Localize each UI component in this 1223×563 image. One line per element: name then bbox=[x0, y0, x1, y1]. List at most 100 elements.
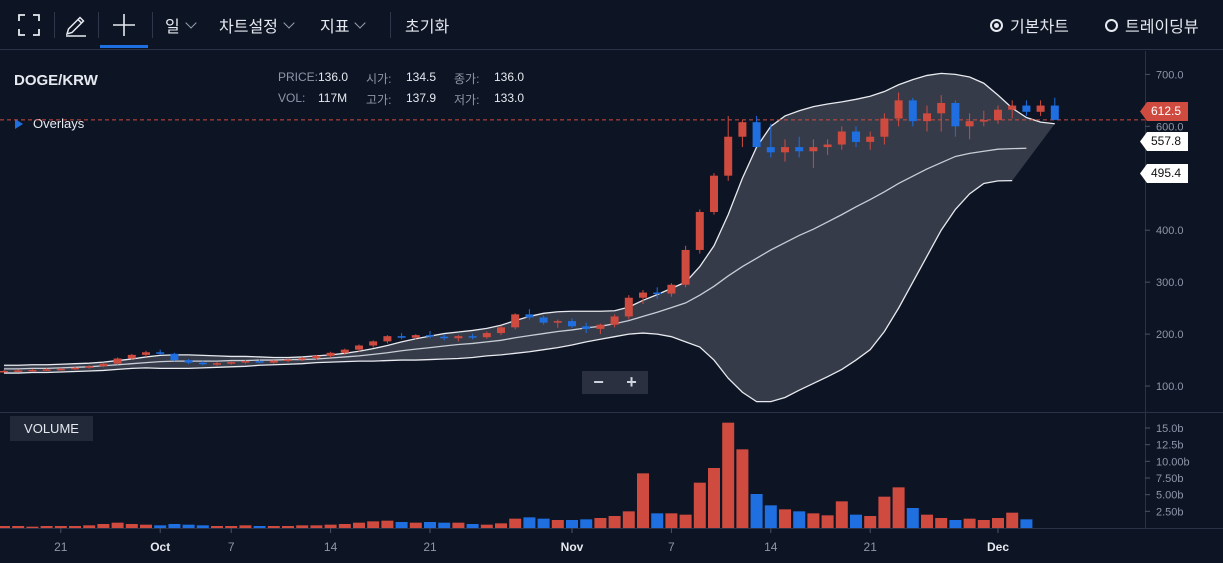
candle-body bbox=[695, 212, 704, 250]
zoom-in-button[interactable]: + bbox=[626, 372, 637, 392]
period-label: 일 bbox=[165, 19, 180, 36]
chart-settings-dropdown[interactable]: 차트설정 bbox=[219, 0, 295, 50]
volume-bar bbox=[1006, 512, 1019, 528]
triangle-right-icon bbox=[15, 118, 23, 129]
volume-bar bbox=[750, 494, 763, 528]
last-price-value: 612.5 bbox=[1151, 104, 1182, 118]
time-tick-label: Nov bbox=[561, 540, 584, 554]
volume-bar bbox=[665, 513, 678, 528]
close-value: 136.0 bbox=[494, 70, 525, 84]
candle-body bbox=[852, 131, 860, 142]
candle-body bbox=[312, 355, 321, 358]
candle-body bbox=[979, 120, 988, 122]
candle-body bbox=[738, 122, 747, 137]
candle-body bbox=[525, 314, 534, 318]
basic-chart-radio[interactable]: 기본차트 bbox=[990, 0, 1069, 50]
candle-body bbox=[1022, 105, 1031, 112]
period-dropdown[interactable]: 일 bbox=[165, 0, 197, 50]
volume-bar bbox=[935, 518, 948, 528]
volume-bar bbox=[466, 524, 479, 528]
volume-bar bbox=[97, 524, 110, 528]
overlays-toggle[interactable]: Overlays bbox=[14, 116, 84, 131]
candle-body bbox=[156, 352, 165, 354]
candle-body bbox=[298, 357, 307, 360]
volume-bar bbox=[424, 522, 436, 528]
candle-body bbox=[596, 324, 605, 329]
time-tick-label: Dec bbox=[987, 540, 1009, 554]
volume-tick-label: 5.00b bbox=[1156, 490, 1184, 502]
close-label: 종가: bbox=[454, 72, 480, 86]
volume-bar bbox=[196, 525, 209, 528]
reset-label: 초기화 bbox=[405, 19, 450, 36]
candle-body bbox=[440, 336, 449, 339]
volume-bar bbox=[225, 526, 238, 528]
volume-bar bbox=[551, 520, 564, 528]
candle-body bbox=[255, 361, 264, 363]
volume-bar bbox=[679, 514, 692, 528]
fullscreen-button[interactable] bbox=[18, 0, 40, 50]
candle-body bbox=[397, 336, 406, 338]
volume-bar bbox=[0, 526, 10, 528]
bb-low-value: 495.4 bbox=[1151, 166, 1182, 180]
candle-body bbox=[369, 341, 378, 346]
price-tick-label: 100.0 bbox=[1156, 381, 1184, 393]
price-tick-label: 200.0 bbox=[1156, 329, 1184, 341]
volume-bar bbox=[12, 526, 25, 528]
indicators-dropdown[interactable]: 지표 bbox=[320, 0, 367, 50]
candle-body bbox=[468, 336, 477, 338]
band-lower-line bbox=[4, 180, 1013, 403]
candle-body bbox=[837, 131, 846, 145]
volume-bar bbox=[69, 526, 81, 528]
volume-bar bbox=[949, 520, 962, 528]
volume-tick-label: 2.50b bbox=[1156, 506, 1184, 518]
candle-body bbox=[497, 327, 505, 334]
volume-bar bbox=[54, 526, 67, 528]
candle-body bbox=[227, 362, 236, 364]
candle-body bbox=[766, 147, 775, 153]
toolbar-divider bbox=[152, 12, 153, 38]
volume-bar bbox=[239, 525, 252, 528]
candle-body bbox=[241, 361, 250, 363]
vol-label: VOL: bbox=[278, 91, 306, 105]
draw-tool-button[interactable] bbox=[64, 0, 88, 50]
crosshair-button[interactable] bbox=[112, 0, 136, 50]
vol-value: 117M bbox=[318, 91, 348, 105]
candle-body bbox=[426, 335, 434, 337]
volume-bar bbox=[353, 522, 365, 528]
candle-body bbox=[795, 147, 804, 152]
band-upper-line bbox=[4, 72, 1055, 366]
candle-body bbox=[624, 297, 633, 317]
reset-button[interactable]: 초기화 bbox=[405, 0, 449, 50]
volume-bar bbox=[992, 518, 1004, 528]
candle-body bbox=[454, 336, 463, 339]
volume-bar bbox=[395, 522, 408, 528]
tradingview-radio[interactable]: 트레이딩뷰 bbox=[1105, 0, 1199, 50]
candle-body bbox=[639, 292, 647, 298]
volume-bar bbox=[821, 515, 834, 528]
low-value: 133.0 bbox=[494, 91, 525, 105]
last-price-tag: 612.5 bbox=[1140, 102, 1188, 121]
volume-bar bbox=[211, 526, 223, 528]
candle-body bbox=[284, 359, 292, 362]
candle-body bbox=[710, 175, 718, 213]
zoom-out-button[interactable]: − bbox=[593, 372, 604, 392]
candle-body bbox=[951, 102, 960, 127]
toolbar-divider bbox=[98, 12, 99, 38]
candle-body bbox=[582, 326, 591, 329]
volume-bar bbox=[892, 487, 905, 528]
volume-bar bbox=[977, 520, 990, 528]
volume-bar bbox=[324, 524, 337, 528]
candle-body bbox=[213, 363, 221, 365]
candle-body bbox=[71, 367, 79, 370]
time-tick-label: Oct bbox=[150, 540, 170, 554]
volume-bar bbox=[878, 496, 891, 528]
high-label: 고가: bbox=[366, 93, 392, 107]
volume-bar bbox=[168, 524, 181, 528]
candle-body bbox=[610, 316, 619, 325]
volume-bar bbox=[140, 524, 152, 528]
tradingview-label: 트레이딩뷰 bbox=[1125, 19, 1199, 36]
candle-body bbox=[0, 370, 8, 373]
price-tick-label: 700.0 bbox=[1156, 69, 1184, 81]
volume-bar bbox=[523, 517, 536, 528]
bb-mid-value: 557.8 bbox=[1151, 134, 1182, 148]
